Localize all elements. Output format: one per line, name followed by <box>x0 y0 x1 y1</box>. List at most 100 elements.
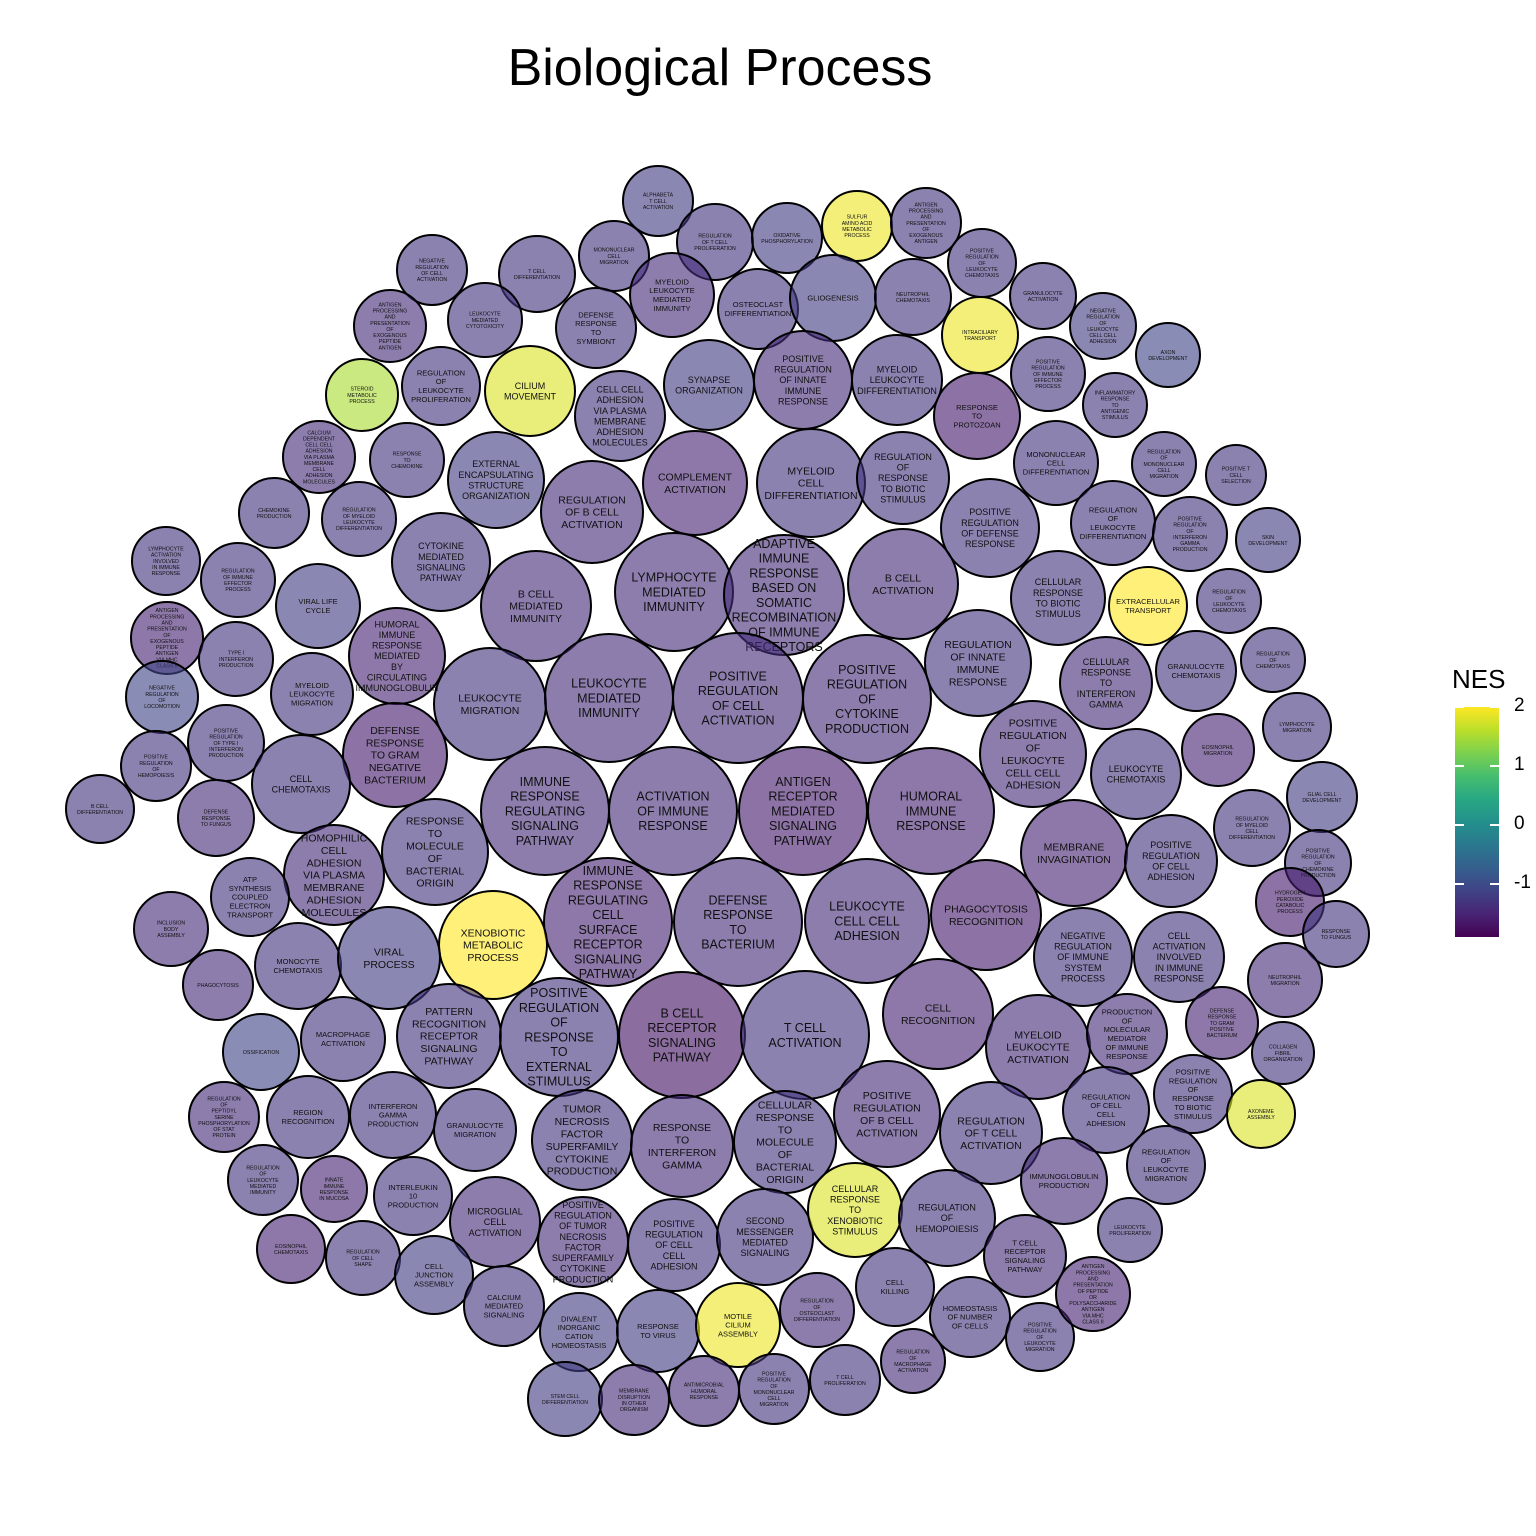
bubble-label: MOTILE CILIUM ASSEMBLY <box>718 1312 758 1339</box>
bubble-label: MYELOID LEUKOCYTE MEDIATED IMMUNITY <box>649 277 694 313</box>
bubble-label: MICROGLIAL CELL ACTIVATION <box>467 1207 523 1238</box>
bubble-label: SULFUR AMINO ACID METABOLIC PROCESS <box>842 215 873 239</box>
bubble-circle <box>1055 1256 1131 1332</box>
bubble: POSITIVE T CELL SELECTION <box>1205 444 1267 506</box>
bubble-label: HUMORAL IMMUNE RESPONSE MEDIATED BY CIRCULATI… <box>355 619 438 693</box>
bubble-circle <box>1185 986 1259 1060</box>
bubble-circle <box>809 1344 881 1416</box>
bubble-label: POSITIVE REGULATION OF LEUKOCYTE CHEMOTAXIS <box>965 249 999 280</box>
bubble-label: INTERFERON GAMMA PRODUCTION <box>368 1102 418 1129</box>
bubble: POSITIVE REGULATION OF CELL ADHESION <box>1124 814 1218 908</box>
bubble: MEMBRANE INVAGINATION <box>1020 799 1128 907</box>
bubble-label: EOSINOPHIL CHEMOTAXIS <box>274 1244 308 1256</box>
nes-legend: NES 2 1 0 -1 <box>1452 664 1532 954</box>
bubble: DEFENSE RESPONSE TO BACTERIUM <box>673 857 803 987</box>
bubble: RESPONSE TO FUNGUS <box>1302 900 1370 968</box>
bubble-label: ANTIGEN PROCESSING AND PRESENTATION OF EXOGEN… <box>370 302 410 351</box>
bubble: DEFENSE RESPONSE TO GRAM POSITIVE BACTERIUM <box>1185 986 1259 1060</box>
bubble-label: LEUKOCYTE CHEMOTAXIS <box>1107 764 1166 785</box>
bubble-label: REGULATION OF LEUKOCYTE CHEMOTAXIS <box>1212 590 1246 614</box>
bubble-label: ANTIGEN PROCESSING AND PRESENTATION OF PEPTI… <box>1069 1264 1117 1325</box>
bubble: REGULATION OF MYELOID LEUKOCYTE DIFFERENTIA… <box>321 481 397 557</box>
bubble-label: RESPONSE TO CHEMOKINE <box>391 452 423 470</box>
bubble: STEM CELL DIFFERENTIATION <box>527 1361 603 1437</box>
bubble: POSITIVE REGULATION OF RESPONSE TO BIOTIC STI… <box>1153 1054 1233 1134</box>
bubble-label: OSTEOCLAST DIFFERENTIATION <box>725 300 792 318</box>
bubble-label: B CELL RECEPTOR SIGNALING PATHWAY <box>647 1006 716 1064</box>
bubble: NEUTROPHIL CHEMOTAXIS <box>874 258 952 336</box>
bubble: PHAGOCYTOSIS RECOGNITION <box>930 859 1042 971</box>
bubble-chart: ALPHABETA T CELL ACTIVATION SULFUR AMINO ACI… <box>65 165 1370 1437</box>
bubble-label: LYMPHOCYTE MEDIATED IMMUNITY <box>631 571 716 615</box>
bubble-circle <box>463 1265 545 1347</box>
bubble-circle <box>133 891 209 967</box>
bubble: LEUKOCYTE CHEMOTAXIS <box>1090 728 1182 820</box>
bubble: DEFENSE RESPONSE TO GRAM NEGATIVE BACTERIUM <box>342 702 448 808</box>
bubble: ANTIGEN RECEPTOR MEDIATED SIGNALING PATHWAY <box>738 746 868 876</box>
bubble-circle <box>1108 566 1188 646</box>
bubble: MONONUCLEAR CELL MIGRATION <box>578 220 650 292</box>
bubble: RESPONSE TO VIRUS <box>616 1289 700 1373</box>
bubble-circle <box>1059 636 1153 730</box>
bubble-label: EOSINOPHIL MIGRATION <box>1202 745 1234 757</box>
bubble-label: ANTIGEN PROCESSING AND PRESENTATION OF EXOGEN… <box>906 202 946 245</box>
bubble-label: CILIUM MOVEMENT <box>504 381 557 402</box>
bubble-circle <box>120 730 192 802</box>
bubble-label: STEM CELL DIFFERENTIATION <box>542 1394 588 1406</box>
bubble-circle <box>880 1328 946 1394</box>
bubble-circle <box>833 1060 941 1168</box>
bubble-circle <box>1181 713 1255 787</box>
bubble-circle <box>498 235 576 313</box>
bubble-label: MYELOID CELL DIFFERENTIATION <box>764 465 857 502</box>
bubble-label: POSITIVE REGULATION OF RESPONSE TO BIOTIC STI… <box>1169 1068 1217 1121</box>
bubble-label: POSITIVE REGULATION OF CYTOKINE PRODUCTION <box>825 663 909 736</box>
legend-tick-mark <box>1455 706 1464 708</box>
bubble-label: T CELL RECEPTOR SIGNALING PATHWAY <box>1004 1238 1046 1274</box>
bubble: T CELL DIFFERENTIATION <box>498 235 576 313</box>
bubble-label: CALCIUM DEPENDENT CELL CELL ADHESION VIA PLA… <box>303 430 336 485</box>
bubble: HUMORAL IMMUNE RESPONSE <box>867 747 995 875</box>
bubble: ANTIGEN PROCESSING AND PRESENTATION OF EXOGEN… <box>353 289 427 363</box>
bubble-label: RESPONSE TO VIRUS <box>637 1322 679 1340</box>
bubble: ANTIMICROBIAL HUMORAL RESPONSE <box>668 1355 740 1427</box>
bubble: CELL JUNCTION ASSEMBLY <box>394 1235 474 1315</box>
bubble: OXIDATIVE PHOSPHORYLATION <box>751 202 823 274</box>
bubble: POSITIVE REGULATION OF LEUKOCYTE MIGRATION <box>1005 1302 1075 1372</box>
bubble-label: IMMUNOGLOBULIN PRODUCTION <box>1029 1172 1098 1190</box>
bubble-circle <box>131 526 201 596</box>
bubble-label: VIRAL PROCESS <box>363 946 414 970</box>
bubble: PRODUCTION OF MOLECULAR MEDIATOR OF IMMUNE RE… <box>1086 993 1168 1075</box>
bubble-label: NEUTROPHIL CHEMOTAXIS <box>896 292 930 304</box>
bubble: LYMPHOCYTE ACTIVATION INVOLVED IN IMMUNE RES… <box>131 526 201 596</box>
bubble-label: GRANULOCYTE ACTIVATION <box>1023 291 1063 303</box>
bubble: REGULATION OF LEUKOCYTE DIFFERENTIATION <box>1070 480 1156 566</box>
bubble-label: DEFENSE RESPONSE TO BACTERIUM <box>701 893 775 951</box>
legend-tick-label: 1 <box>1514 753 1525 775</box>
bubble: REGULATION OF PEPTIDYL SERINE PHOSPHORYLATIO… <box>188 1081 260 1153</box>
bubble: MACROPHAGE ACTIVATION <box>300 996 386 1082</box>
bubble-label: B CELL ACTIVATION <box>872 572 933 596</box>
bubble-label: POSITIVE REGULATION OF CELL ADHESION <box>1142 840 1200 882</box>
bubble: ACTIVATION OF IMMUNE RESPONSE <box>608 746 738 876</box>
bubble: STEROID METABOLIC PROCESS <box>325 358 399 432</box>
bubble-label: ALPHABETA T CELL ACTIVATION <box>643 193 674 211</box>
bubble: GLIAL CELL DEVELOPMENT <box>1286 761 1358 833</box>
bubble-label: POSITIVE T CELL SELECTION <box>1221 467 1251 485</box>
bubble: MYELOID LEUKOCYTE MEDIATED IMMUNITY <box>629 252 715 338</box>
bubble: REGULATION OF CELL SHAPE <box>325 1220 401 1296</box>
bubble-label: MYELOID LEUKOCYTE ACTIVATION <box>1006 1029 1070 1066</box>
bubble-label: PATTERN RECOGNITION RECEPTOR SIGNALING PATHW… <box>412 1006 486 1068</box>
bubble-circle <box>1005 1302 1075 1372</box>
bubble-label: REGULATION OF MONONUCLEAR CELL MIGRATION <box>1144 450 1185 481</box>
bubble-label: DEFENSE RESPONSE TO GRAM NEGATIVE BACTERIUM <box>364 725 426 787</box>
bubble-circle <box>578 220 650 292</box>
bubble-label: COLLAGEN FIBRIL ORGANIZATION <box>1263 1045 1302 1063</box>
bubble: OSSIFICATION <box>222 1013 300 1091</box>
bubble: LEUKOCYTE MEDIATED CYTOTOXICITY <box>447 282 523 358</box>
bubble-label: ADAPTIVE IMMUNE RESPONSE BASED ON SOMATIC REC… <box>732 537 837 654</box>
bubble: SKIN DEVELOPMENT <box>1235 507 1301 573</box>
bubble: HOMEOSTASIS OF NUMBER OF CELLS <box>929 1276 1011 1358</box>
bubble-label: POSITIVE REGULATION OF LEUKOCYTE MIGRATION <box>1023 1323 1057 1354</box>
bubble-label: INCLUSION BODY ASSEMBLY <box>157 921 186 939</box>
bubble-circle <box>695 1282 781 1368</box>
